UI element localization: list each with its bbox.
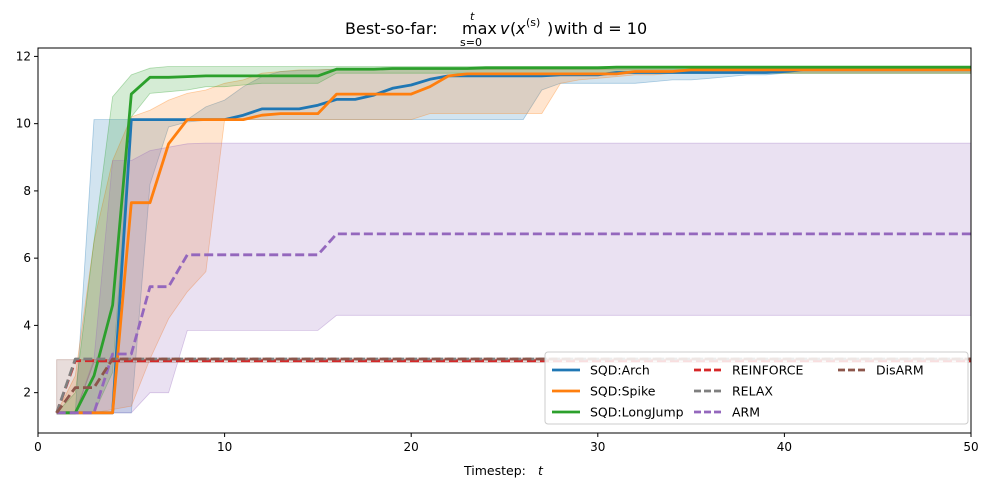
chart-title-suffix: with d = 10 <box>554 19 647 38</box>
x-axis-label: Timestep: t <box>463 463 544 478</box>
chart-title-paren-open: ( <box>510 19 516 38</box>
chart-title: Best-so-far: max t s=0 v ( x (s) ) with … <box>345 10 647 49</box>
legend-label: SQD:Arch <box>590 363 650 378</box>
x-axis-label-var: t <box>538 463 544 478</box>
x-tick-label: 20 <box>404 440 419 454</box>
x-tick-label: 0 <box>34 440 42 454</box>
legend-label: ARM <box>732 405 760 420</box>
y-tick-label: 10 <box>16 117 31 131</box>
legend-label: DisARM <box>876 363 924 378</box>
y-tick-label: 2 <box>23 386 31 400</box>
chart-title-v: v <box>500 19 510 38</box>
y-tick-label: 12 <box>16 49 31 63</box>
x-tick-label: 10 <box>217 440 232 454</box>
y-tick-label: 4 <box>23 318 31 332</box>
line-disarm <box>55 357 971 414</box>
legend-label: SQD:LongJump <box>590 405 684 420</box>
legend: SQD:Arch SQD:Spike SQD:LongJump REINFORCE RE… <box>544 351 969 425</box>
legend-label: RELAX <box>732 384 773 399</box>
y-axis-ticks: 2 4 6 8 10 12 <box>16 49 38 400</box>
x-tick-label: 30 <box>590 440 605 454</box>
line-sqd-longjump <box>56 65 971 415</box>
y-tick-label: 6 <box>23 251 31 265</box>
plot-frame <box>37 47 972 434</box>
chart-title-paren-close: ) <box>547 19 553 38</box>
chart-title-upper: t <box>470 10 475 23</box>
chart-title-prefix: Best-so-far: <box>345 19 438 38</box>
legend-label: SQD:Spike <box>590 384 656 399</box>
line-arm <box>56 232 971 415</box>
chart-title-op: max <box>462 19 497 38</box>
x-axis-label-text: Timestep: <box>463 463 526 478</box>
chart-title-x: x <box>515 19 526 38</box>
y-tick-label: 8 <box>23 184 31 198</box>
x-tick-label: 40 <box>777 440 792 454</box>
x-tick-label: 50 <box>963 440 978 454</box>
x-axis-ticks: 0 10 20 30 40 50 <box>34 433 979 454</box>
chart-title-lower: s=0 <box>460 36 482 49</box>
line-sqd-spike <box>56 68 971 415</box>
legend-label: REINFORCE <box>732 363 803 378</box>
chart-title-sup: (s) <box>526 16 540 29</box>
